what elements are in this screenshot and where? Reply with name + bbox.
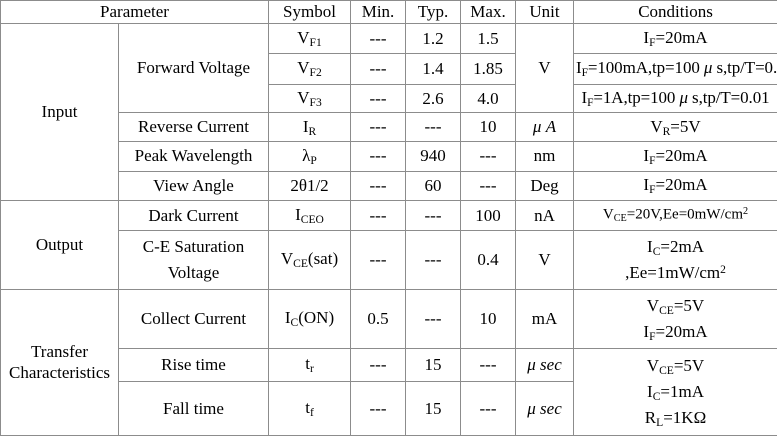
typ-vf1: 1.2 <box>405 22 461 55</box>
unit-reverse-current: μ A <box>515 112 574 142</box>
header-min: Min. <box>350 0 406 24</box>
symbol-dark-current: ICEO <box>268 200 351 231</box>
min-dark-current: --- <box>350 200 406 231</box>
table-row-ce-sat-voltage: C-E Saturation Voltage VCE(sat) --- --- … <box>1 229 777 290</box>
min-peak-wavelength: --- <box>350 140 406 172</box>
symbol-vf1: VF1 <box>268 22 351 55</box>
param-name-peak-wavelength: Peak Wavelength <box>118 140 269 172</box>
symbol-view-angle: 2θ1/2 <box>268 170 351 202</box>
table-row-vf1: Input Forward Voltage VF1 --- 1.2 1.5 V … <box>0 22 777 202</box>
typ-reverse-current: --- <box>405 112 461 142</box>
symbol-collect-current: IC(ON) <box>268 288 351 350</box>
typ-rise-time: 15 <box>405 348 461 382</box>
unit-ce-sat-voltage: V <box>515 229 574 290</box>
unit-collect-current: mA <box>515 288 574 350</box>
unit-forward-voltage: V <box>515 22 574 114</box>
min-ce-sat-voltage: --- <box>350 229 406 290</box>
ce-sat-name-line1: C-E Saturation <box>142 237 245 257</box>
table-row-fall-time: Fall time tf --- 15 --- μ sec <box>1 380 777 436</box>
header-symbol: Symbol <box>268 0 351 24</box>
typ-vf3: 2.6 <box>405 83 461 114</box>
header-max: Max. <box>460 0 516 24</box>
cond-ce-sat-voltage: IC=2mA ,Ee=1mW/cm2 <box>573 229 777 290</box>
cond-collect-current: VCE=5V IF=20mA <box>573 288 777 350</box>
symbol-rise-time: tr <box>268 348 351 382</box>
symbol-peak-wavelength: λP <box>268 140 351 172</box>
cond-vf3: IF=1A,tp=100 μ s,tp/T=0.01 <box>573 83 777 114</box>
param-name-collect-current: Collect Current <box>118 288 269 350</box>
max-vf2: 1.85 <box>460 53 516 85</box>
max-dark-current: 100 <box>460 200 516 231</box>
typ-view-angle: 60 <box>405 170 461 202</box>
table-row-peak-wavelength: Peak Wavelength λP --- 940 --- nm IF=20m… <box>1 140 777 172</box>
min-vf3: --- <box>350 83 406 114</box>
category-input: Input <box>0 22 119 202</box>
category-transfer-characteristics: Transfer Characteristics <box>0 288 119 436</box>
header-parameter: Parameter <box>0 0 269 24</box>
min-vf1: --- <box>350 22 406 55</box>
transfer-line1: Transfer <box>31 342 88 362</box>
min-fall-time: --- <box>350 380 406 436</box>
typ-dark-current: --- <box>405 200 461 231</box>
symbol-reverse-current: IR <box>268 112 351 142</box>
typ-collect-current: --- <box>405 288 461 350</box>
category-output: Output <box>0 200 119 290</box>
typ-vf2: 1.4 <box>405 53 461 85</box>
table-row-dark-current: Output Dark Current ICEO --- --- 100 nA … <box>0 200 777 290</box>
table-header-row: Parameter Symbol Min. Typ. Max. Unit Con… <box>0 0 777 24</box>
cond-vf2: IF=100mA,tp=100 μ s,tp/T=0.01 <box>573 53 777 85</box>
cond-rise-fall-time: VCE=5V IC=1mA RL=1KΩ <box>573 348 777 436</box>
max-view-angle: --- <box>460 170 516 202</box>
max-reverse-current: 10 <box>460 112 516 142</box>
typ-fall-time: 15 <box>405 380 461 436</box>
param-name-dark-current: Dark Current <box>118 200 269 231</box>
cond-view-angle: IF=20mA <box>573 170 777 202</box>
table-row-rise-time: Rise time tr --- 15 --- μ sec VCE=5V IC=… <box>1 348 777 436</box>
ce-sat-name-line2: Voltage <box>167 262 220 282</box>
min-rise-time: --- <box>350 348 406 382</box>
symbol-ce-sat-voltage: VCE(sat) <box>268 229 351 290</box>
table-row-vf3: VF3 --- 2.6 4.0 IF=1A,tp=100 μ s,tp/T=0.… <box>1 83 777 114</box>
param-name-reverse-current: Reverse Current <box>118 112 269 142</box>
max-collect-current: 10 <box>460 288 516 350</box>
max-peak-wavelength: --- <box>460 140 516 172</box>
max-rise-time: --- <box>460 348 516 382</box>
symbol-vf2: VF2 <box>268 53 351 85</box>
unit-rise-time: μ sec <box>515 348 574 382</box>
cond-peak-wavelength: IF=20mA <box>573 140 777 172</box>
param-name-rise-time: Rise time <box>118 348 269 382</box>
cond-vf1: IF=20mA <box>573 22 777 55</box>
max-vf3: 4.0 <box>460 83 516 114</box>
unit-fall-time: μ sec <box>515 380 574 436</box>
header-typ: Typ. <box>405 0 461 24</box>
table-row-vf2: VF2 --- 1.4 1.85 IF=100mA,tp=100 μ s,tp/… <box>1 53 777 85</box>
param-name-ce-sat-voltage: C-E Saturation Voltage <box>118 229 269 290</box>
min-collect-current: 0.5 <box>350 288 406 350</box>
cond-reverse-current: VR=5V <box>573 112 777 142</box>
cond-dark-current: VCE=20V,Ee=0mW/cm2 <box>573 200 777 231</box>
symbol-fall-time: tf <box>268 380 351 436</box>
max-ce-sat-voltage: 0.4 <box>460 229 516 290</box>
param-name-fall-time: Fall time <box>118 380 269 436</box>
table-row-view-angle: View Angle 2θ1/2 --- 60 --- Deg IF=20mA <box>1 170 777 202</box>
header-conditions: Conditions <box>573 0 777 24</box>
typ-peak-wavelength: 940 <box>405 140 461 172</box>
unit-peak-wavelength: nm <box>515 140 574 172</box>
min-reverse-current: --- <box>350 112 406 142</box>
max-vf1: 1.5 <box>460 22 516 55</box>
table-row-collect-current: Transfer Characteristics Collect Current… <box>0 288 777 436</box>
min-vf2: --- <box>350 53 406 85</box>
typ-ce-sat-voltage: --- <box>405 229 461 290</box>
param-name-forward-voltage: Forward Voltage <box>118 22 269 114</box>
unit-view-angle: Deg <box>515 170 574 202</box>
min-view-angle: --- <box>350 170 406 202</box>
param-name-view-angle: View Angle <box>118 170 269 202</box>
symbol-vf3: VF3 <box>268 83 351 114</box>
unit-dark-current: nA <box>515 200 574 231</box>
transfer-line2: Characteristics <box>8 363 110 383</box>
header-unit: Unit <box>515 0 574 24</box>
max-fall-time: --- <box>460 380 516 436</box>
